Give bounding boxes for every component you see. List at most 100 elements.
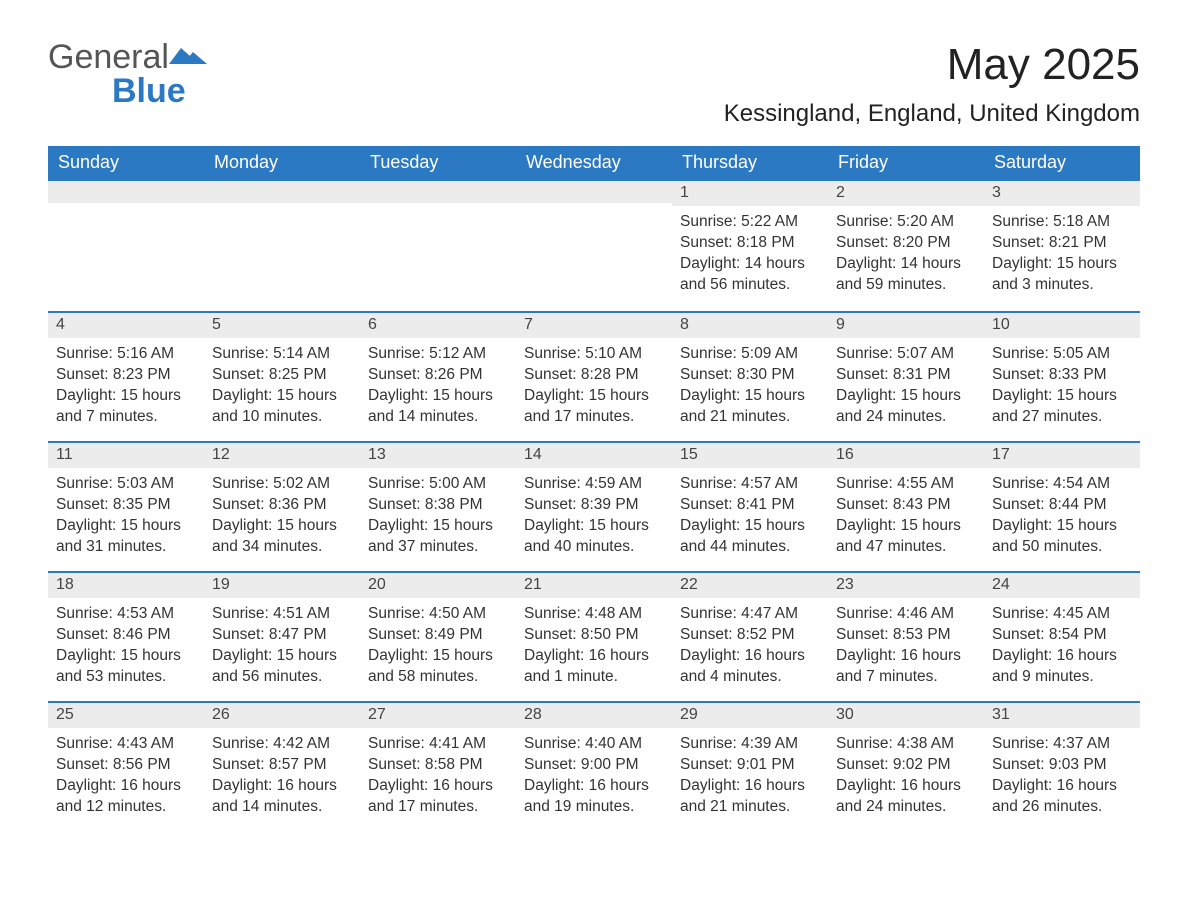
day-body: Sunrise: 4:51 AMSunset: 8:47 PMDaylight:… bbox=[204, 598, 360, 698]
daylight-text: Daylight: 15 hours and 53 minutes. bbox=[56, 646, 196, 688]
daylight-text: Daylight: 15 hours and 56 minutes. bbox=[212, 646, 352, 688]
day-cell: 2Sunrise: 5:20 AMSunset: 8:20 PMDaylight… bbox=[828, 181, 984, 311]
daylight-text: Daylight: 15 hours and 17 minutes. bbox=[524, 386, 664, 428]
header: General Blue May 2025 Kessingland, Engla… bbox=[48, 40, 1140, 128]
sunset-text: Sunset: 8:43 PM bbox=[836, 495, 976, 516]
sunrise-text: Sunrise: 4:54 AM bbox=[992, 474, 1132, 495]
day-cell: 26Sunrise: 4:42 AMSunset: 8:57 PMDayligh… bbox=[204, 701, 360, 831]
logo-text: General Blue bbox=[48, 40, 207, 108]
daylight-text: Daylight: 15 hours and 37 minutes. bbox=[368, 516, 508, 558]
sunset-text: Sunset: 8:38 PM bbox=[368, 495, 508, 516]
sunset-text: Sunset: 8:44 PM bbox=[992, 495, 1132, 516]
sunrise-text: Sunrise: 5:12 AM bbox=[368, 344, 508, 365]
day-number: 17 bbox=[984, 441, 1140, 468]
day-body: Sunrise: 5:16 AMSunset: 8:23 PMDaylight:… bbox=[48, 338, 204, 438]
day-number: 21 bbox=[516, 571, 672, 598]
sunrise-text: Sunrise: 5:00 AM bbox=[368, 474, 508, 495]
sunrise-text: Sunrise: 4:40 AM bbox=[524, 734, 664, 755]
day-number: 22 bbox=[672, 571, 828, 598]
column-header: Wednesday bbox=[516, 146, 672, 181]
empty-day-bar bbox=[204, 181, 360, 203]
sunset-text: Sunset: 8:23 PM bbox=[56, 365, 196, 386]
logo-flag-icon bbox=[169, 44, 207, 68]
day-cell bbox=[48, 181, 204, 311]
sunrise-text: Sunrise: 4:51 AM bbox=[212, 604, 352, 625]
column-header: Tuesday bbox=[360, 146, 516, 181]
day-number: 20 bbox=[360, 571, 516, 598]
sunrise-text: Sunrise: 4:38 AM bbox=[836, 734, 976, 755]
sunset-text: Sunset: 8:54 PM bbox=[992, 625, 1132, 646]
day-body: Sunrise: 4:55 AMSunset: 8:43 PMDaylight:… bbox=[828, 468, 984, 568]
day-cell: 16Sunrise: 4:55 AMSunset: 8:43 PMDayligh… bbox=[828, 441, 984, 571]
daylight-text: Daylight: 15 hours and 40 minutes. bbox=[524, 516, 664, 558]
sunset-text: Sunset: 8:20 PM bbox=[836, 233, 976, 254]
sunset-text: Sunset: 8:21 PM bbox=[992, 233, 1132, 254]
sunset-text: Sunset: 8:39 PM bbox=[524, 495, 664, 516]
day-cell: 7Sunrise: 5:10 AMSunset: 8:28 PMDaylight… bbox=[516, 311, 672, 441]
day-body: Sunrise: 5:00 AMSunset: 8:38 PMDaylight:… bbox=[360, 468, 516, 568]
daylight-text: Daylight: 16 hours and 9 minutes. bbox=[992, 646, 1132, 688]
day-body: Sunrise: 5:10 AMSunset: 8:28 PMDaylight:… bbox=[516, 338, 672, 438]
column-header: Sunday bbox=[48, 146, 204, 181]
day-cell: 30Sunrise: 4:38 AMSunset: 9:02 PMDayligh… bbox=[828, 701, 984, 831]
sunrise-text: Sunrise: 5:05 AM bbox=[992, 344, 1132, 365]
day-number: 10 bbox=[984, 311, 1140, 338]
day-number: 12 bbox=[204, 441, 360, 468]
daylight-text: Daylight: 16 hours and 21 minutes. bbox=[680, 776, 820, 818]
day-body: Sunrise: 4:41 AMSunset: 8:58 PMDaylight:… bbox=[360, 728, 516, 828]
daylight-text: Daylight: 15 hours and 27 minutes. bbox=[992, 386, 1132, 428]
sunset-text: Sunset: 8:26 PM bbox=[368, 365, 508, 386]
day-body: Sunrise: 4:57 AMSunset: 8:41 PMDaylight:… bbox=[672, 468, 828, 568]
day-body: Sunrise: 4:38 AMSunset: 9:02 PMDaylight:… bbox=[828, 728, 984, 828]
day-cell bbox=[516, 181, 672, 311]
daylight-text: Daylight: 15 hours and 7 minutes. bbox=[56, 386, 196, 428]
day-body: Sunrise: 5:02 AMSunset: 8:36 PMDaylight:… bbox=[204, 468, 360, 568]
day-body: Sunrise: 5:18 AMSunset: 8:21 PMDaylight:… bbox=[984, 206, 1140, 306]
day-cell: 10 Sunrise: 5:05 AMSunset: 8:33 PMDayligh… bbox=[984, 311, 1140, 441]
day-body: Sunrise: 4:37 AMSunset: 9:03 PMDaylight:… bbox=[984, 728, 1140, 828]
sunrise-text: Sunrise: 4:57 AM bbox=[680, 474, 820, 495]
day-cell: 23Sunrise: 4:46 AMSunset: 8:53 PMDayligh… bbox=[828, 571, 984, 701]
day-body: Sunrise: 4:43 AMSunset: 8:56 PMDaylight:… bbox=[48, 728, 204, 828]
sunrise-text: Sunrise: 5:14 AM bbox=[212, 344, 352, 365]
day-cell: 9Sunrise: 5:07 AMSunset: 8:31 PMDaylight… bbox=[828, 311, 984, 441]
page-subtitle: Kessingland, England, United Kingdom bbox=[724, 100, 1140, 128]
title-block: May 2025 Kessingland, England, United Ki… bbox=[724, 40, 1140, 128]
sunset-text: Sunset: 8:50 PM bbox=[524, 625, 664, 646]
sunrise-text: Sunrise: 4:37 AM bbox=[992, 734, 1132, 755]
day-body: Sunrise: 5:12 AMSunset: 8:26 PMDaylight:… bbox=[360, 338, 516, 438]
sunrise-text: Sunrise: 5:03 AM bbox=[56, 474, 196, 495]
sunset-text: Sunset: 8:46 PM bbox=[56, 625, 196, 646]
sunrise-text: Sunrise: 5:07 AM bbox=[836, 344, 976, 365]
daylight-text: Daylight: 16 hours and 7 minutes. bbox=[836, 646, 976, 688]
day-number: 9 bbox=[828, 311, 984, 338]
sunrise-text: Sunrise: 5:20 AM bbox=[836, 212, 976, 233]
sunrise-text: Sunrise: 4:53 AM bbox=[56, 604, 196, 625]
day-number: 25 bbox=[48, 701, 204, 728]
day-body: Sunrise: 4:42 AMSunset: 8:57 PMDaylight:… bbox=[204, 728, 360, 828]
daylight-text: Daylight: 16 hours and 17 minutes. bbox=[368, 776, 508, 818]
daylight-text: Daylight: 16 hours and 24 minutes. bbox=[836, 776, 976, 818]
page-title: May 2025 bbox=[724, 40, 1140, 90]
sunrise-text: Sunrise: 4:39 AM bbox=[680, 734, 820, 755]
sunset-text: Sunset: 8:57 PM bbox=[212, 755, 352, 776]
sunset-text: Sunset: 8:33 PM bbox=[992, 365, 1132, 386]
day-number: 30 bbox=[828, 701, 984, 728]
day-number: 26 bbox=[204, 701, 360, 728]
daylight-text: Daylight: 15 hours and 50 minutes. bbox=[992, 516, 1132, 558]
sunrise-text: Sunrise: 5:22 AM bbox=[680, 212, 820, 233]
sunset-text: Sunset: 8:53 PM bbox=[836, 625, 976, 646]
sunset-text: Sunset: 8:41 PM bbox=[680, 495, 820, 516]
daylight-text: Daylight: 15 hours and 34 minutes. bbox=[212, 516, 352, 558]
day-number: 28 bbox=[516, 701, 672, 728]
sunrise-text: Sunrise: 4:45 AM bbox=[992, 604, 1132, 625]
day-number: 2 bbox=[828, 181, 984, 206]
day-cell: 31Sunrise: 4:37 AMSunset: 9:03 PMDayligh… bbox=[984, 701, 1140, 831]
daylight-text: Daylight: 15 hours and 31 minutes. bbox=[56, 516, 196, 558]
sunset-text: Sunset: 8:30 PM bbox=[680, 365, 820, 386]
sunset-text: Sunset: 8:35 PM bbox=[56, 495, 196, 516]
day-body: Sunrise: 5:07 AMSunset: 8:31 PMDaylight:… bbox=[828, 338, 984, 438]
day-cell: 28Sunrise: 4:40 AMSunset: 9:00 PMDayligh… bbox=[516, 701, 672, 831]
sunrise-text: Sunrise: 4:59 AM bbox=[524, 474, 664, 495]
day-cell: 8Sunrise: 5:09 AMSunset: 8:30 PMDaylight… bbox=[672, 311, 828, 441]
